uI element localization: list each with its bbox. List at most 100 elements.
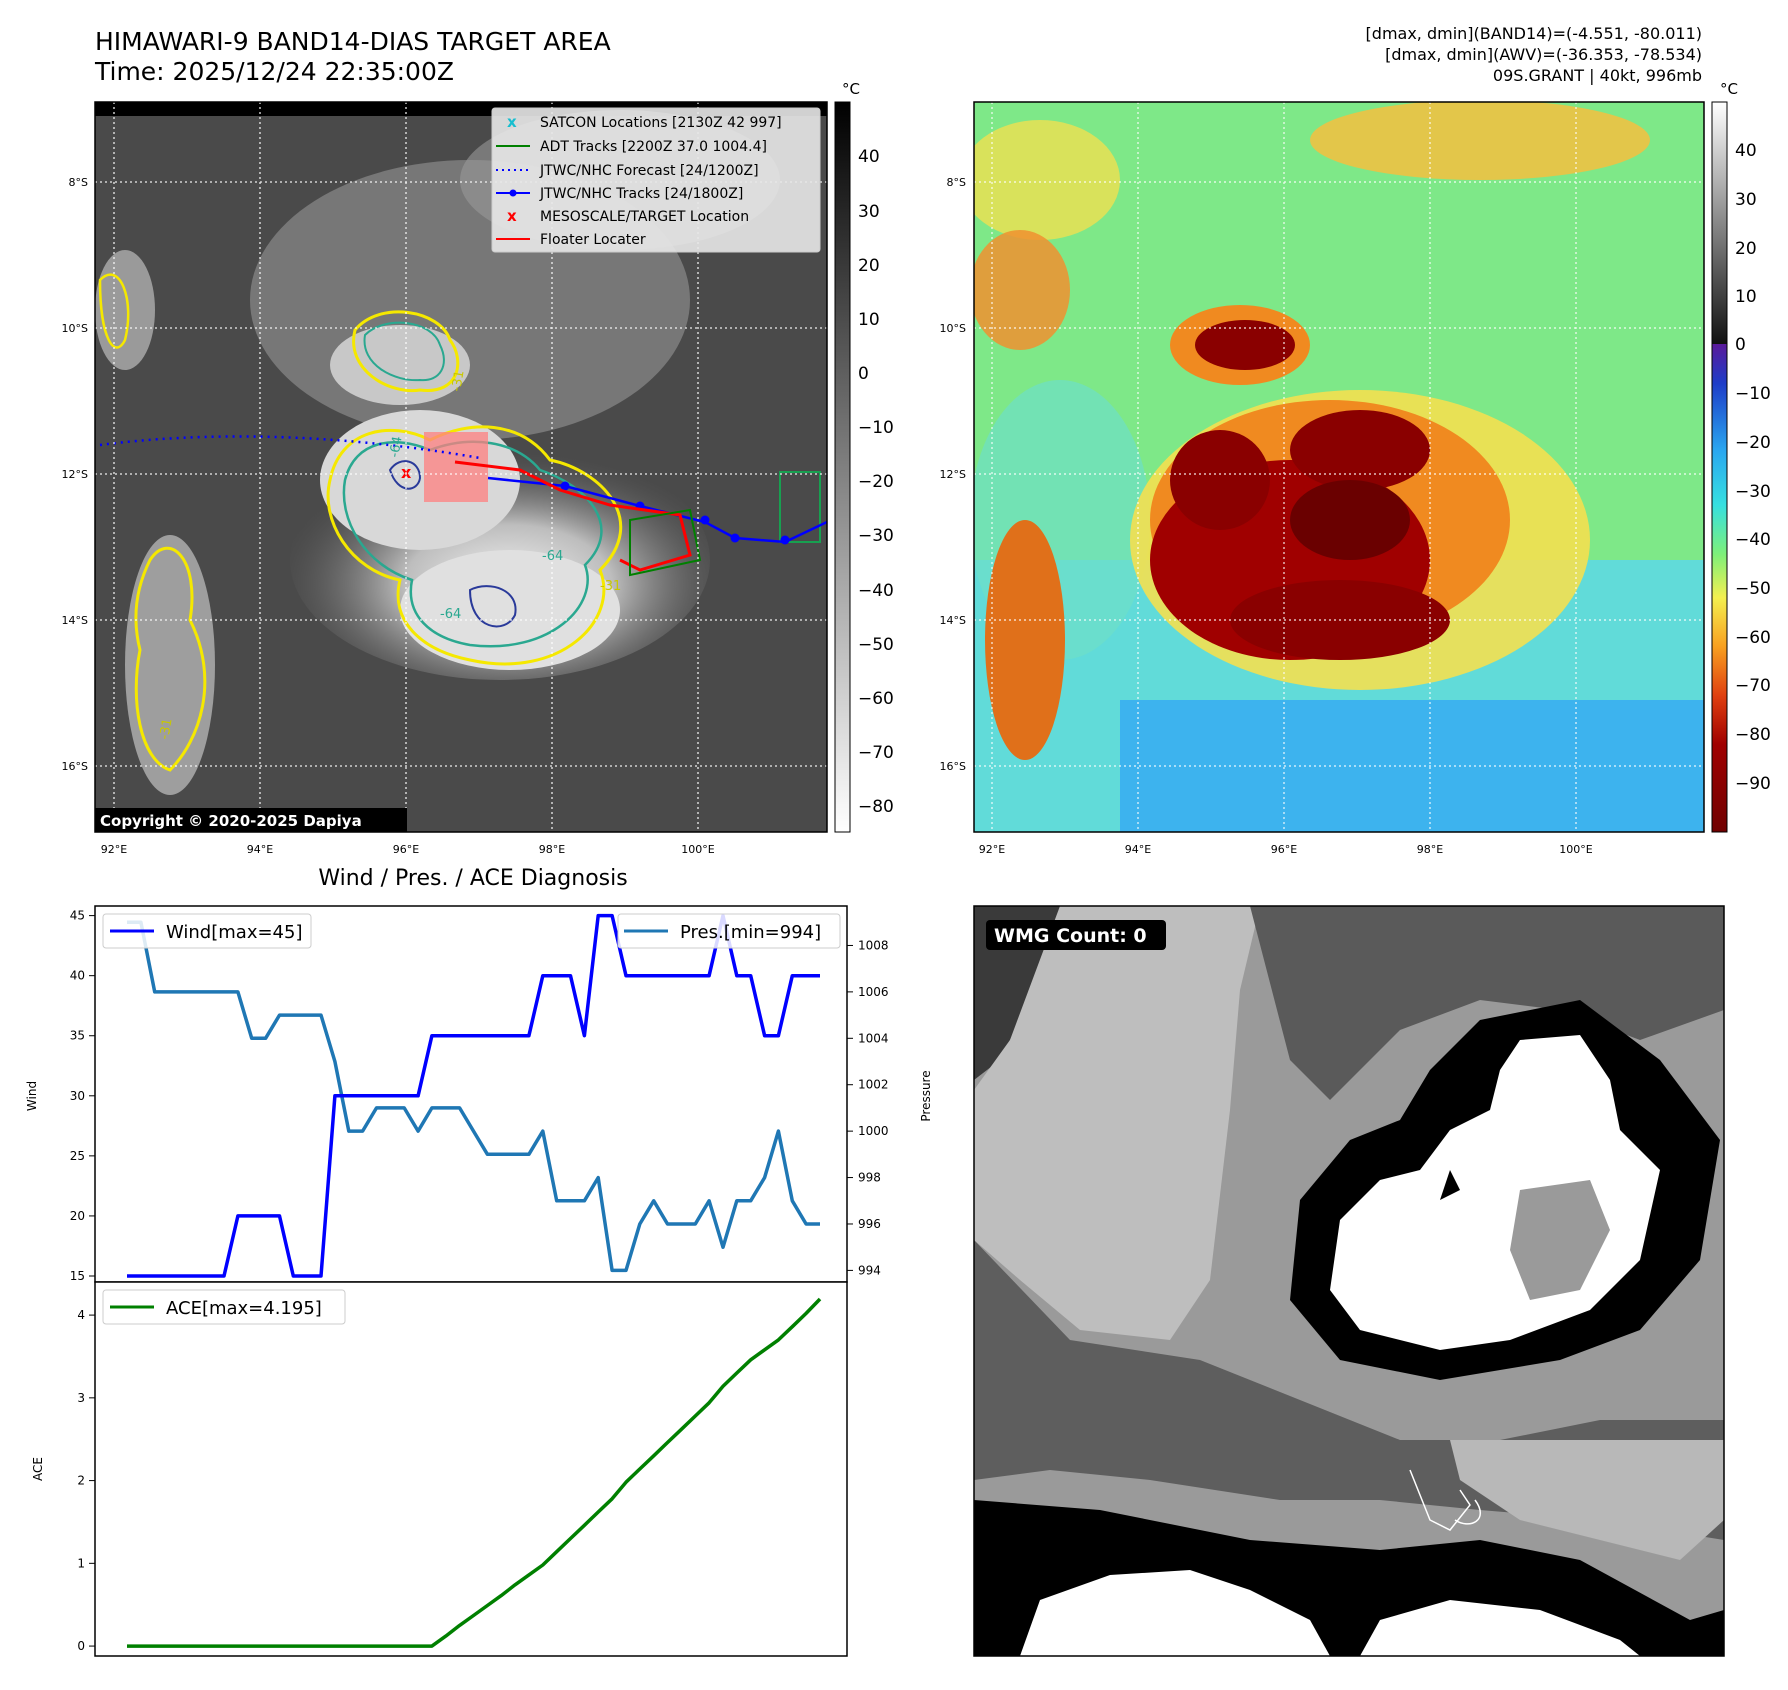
svg-text:−80: −80 <box>858 797 894 817</box>
svg-text:40: 40 <box>858 147 880 167</box>
svg-text:−40: −40 <box>858 581 894 601</box>
wind-pressure-lines <box>127 913 820 1278</box>
legend-item: JTWC/NHC Tracks [24/1800Z] <box>539 186 743 202</box>
awv-lon-labels: 92°E 94°E 96°E 98°E 100°E <box>979 843 1593 856</box>
legend-item: SATCON Locations [2130Z 42 997] <box>540 115 782 131</box>
svg-text:−70: −70 <box>858 743 894 763</box>
legend-item: JTWC/NHC Forecast [24/1200Z] <box>539 163 759 179</box>
wmg-imagery <box>974 906 1724 1656</box>
svg-text:20: 20 <box>1735 239 1757 259</box>
y2-tick-label: 1008 <box>858 938 889 952</box>
svg-text:−60: −60 <box>858 689 894 709</box>
contour-label: -64 <box>387 435 405 459</box>
ir-lon-labels: 92°E 94°E 96°E 98°E 100°E <box>101 843 715 856</box>
ace-chart: ACE 0 1 2 3 4 ACE[max=4.195] <box>31 1281 848 1657</box>
svg-text:−20: −20 <box>858 472 894 492</box>
y-tick-label: 3 <box>77 1391 85 1405</box>
colorbar-unit: °C <box>842 80 860 98</box>
ir-map-frame <box>94 101 828 833</box>
figure-title: HIMAWARI-9 BAND14-DIAS TARGET AREA <box>95 27 611 56</box>
svg-text:20: 20 <box>858 256 880 276</box>
lat-label: 12°S <box>940 468 966 481</box>
svg-text:30: 30 <box>1735 190 1757 210</box>
y2-tick-label: 1002 <box>858 1078 889 1092</box>
lon-label: 96°E <box>393 843 419 856</box>
contour-label: -31 <box>157 717 175 741</box>
svg-text:−40: −40 <box>1735 530 1771 550</box>
wind-axis-label: Wind <box>25 1081 39 1111</box>
colorbar-gradient-bottom <box>1712 344 1727 832</box>
pressure-axis-label: Pressure <box>919 1070 933 1121</box>
svg-text:−10: −10 <box>1735 384 1771 404</box>
lon-label: 94°E <box>247 843 273 856</box>
y-tick-label: 15 <box>70 1269 85 1283</box>
wind-plot-frame <box>94 905 848 1283</box>
y-tick-label: 25 <box>70 1149 85 1163</box>
lat-label: 14°S <box>940 614 966 627</box>
contour-label: -31 <box>449 369 467 393</box>
y2-tick-label: 998 <box>858 1171 881 1185</box>
ace-yticks: 0 1 2 3 4 <box>77 1308 95 1653</box>
awv-colorbar: °C 40 30 20 10 0 −10 −20 −30 −40 −50 −60… <box>1711 80 1771 833</box>
y-tick-label: 1 <box>77 1556 85 1570</box>
info-band14-range: [dmax, dmin](BAND14)=(-4.551, -80.011) <box>1366 24 1702 43</box>
adt-box <box>779 471 821 543</box>
svg-text:10: 10 <box>1735 287 1757 307</box>
contour-label: -31 <box>600 579 621 594</box>
svg-text:0: 0 <box>858 364 869 384</box>
lon-label: 98°E <box>1417 843 1443 856</box>
y2-tick-label: 996 <box>858 1217 881 1231</box>
svg-text:−90: −90 <box>1735 774 1771 794</box>
svg-text:−30: −30 <box>858 526 894 546</box>
jtwc-forecast-track <box>99 435 481 460</box>
info-storm: 09S.GRANT | 40kt, 996mb <box>1493 66 1702 85</box>
awv-map-frame <box>973 101 1705 833</box>
adt-track <box>629 508 702 577</box>
colorbar-ticks: 40 30 20 10 0 −10 −20 −30 −40 −50 −60 −7… <box>1735 141 1771 794</box>
awv-gridlines <box>974 102 1704 832</box>
contour-label: -64 <box>542 549 563 564</box>
svg-text:−50: −50 <box>1735 579 1771 599</box>
svg-text:−60: −60 <box>1735 628 1771 648</box>
svg-text:40: 40 <box>1735 141 1757 161</box>
awv-map-imagery <box>974 102 1704 832</box>
awv-map: 8°S 10°S 12°S 14°S 16°S 92°E 94°E 96°E 9… <box>940 80 1771 856</box>
colorbar-gradient <box>834 101 851 833</box>
floater-track <box>454 460 692 572</box>
svg-text:−50: −50 <box>858 635 894 655</box>
copyright-box <box>95 808 407 832</box>
pressure-legend-label: Pres.[min=994] <box>680 922 821 943</box>
pressure-series-line <box>127 920 820 1273</box>
lat-label: 10°S <box>62 322 88 335</box>
ace-lines <box>127 1297 822 1648</box>
ir-map: x -31 -64 -31 -64 -64 -31 8°S 10°S <box>62 80 894 856</box>
y-tick-label: 35 <box>70 1029 85 1043</box>
info-awv-range: [dmax, dmin](AWV)=(-36.353, -78.534) <box>1385 45 1702 64</box>
colorbar-ticks: 40 30 20 10 0 −10 −20 −30 −40 −50 −60 −7… <box>858 147 894 817</box>
y-tick-label: 20 <box>70 1209 85 1223</box>
lat-label: 8°S <box>947 176 966 189</box>
legend-item: MESOSCALE/TARGET Location <box>540 209 749 225</box>
pressure-yticks: 994 996 998 1000 1002 1004 1006 1008 <box>847 938 889 1277</box>
svg-text:−70: −70 <box>1735 676 1771 696</box>
lat-label: 16°S <box>62 760 88 773</box>
lat-label: 14°S <box>62 614 88 627</box>
y-tick-label: 2 <box>77 1474 85 1488</box>
y2-tick-label: 994 <box>858 1263 881 1277</box>
wmg-frame <box>973 905 1725 1657</box>
ace-legend-label: ACE[max=4.195] <box>166 1298 322 1319</box>
lat-label: 12°S <box>62 468 88 481</box>
ir-legend: x SATCON Locations [2130Z 42 997] ADT Tr… <box>491 107 821 253</box>
lon-label: 100°E <box>681 843 714 856</box>
awv-lat-labels: 8°S 10°S 12°S 14°S 16°S <box>940 176 966 773</box>
svg-text:−10: −10 <box>858 418 894 438</box>
y-tick-label: 40 <box>70 969 85 983</box>
chart-title: Wind / Pres. / ACE Diagnosis <box>318 866 627 891</box>
svg-text:−30: −30 <box>1735 482 1771 502</box>
colorbar-unit: °C <box>1720 80 1738 98</box>
wmg-count-label: WMG Count: 0 <box>994 925 1147 947</box>
target-legend-icon: x <box>507 207 517 225</box>
y-tick-label: 0 <box>77 1639 85 1653</box>
wind-series-line <box>127 913 820 1278</box>
